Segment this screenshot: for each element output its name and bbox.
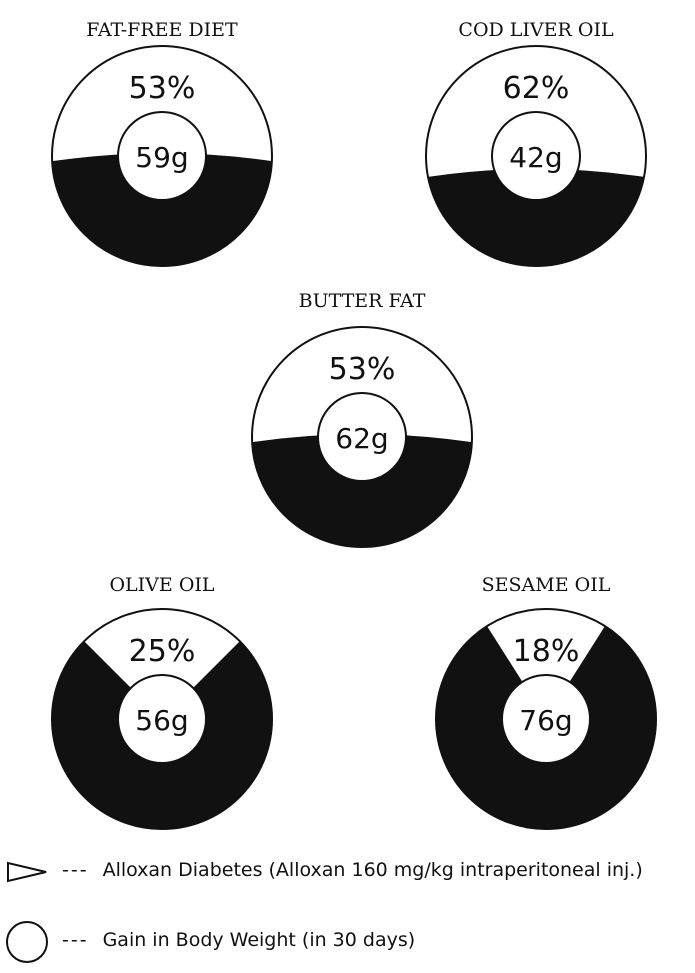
center-weight-label: 76g	[519, 704, 572, 737]
center-circle	[501, 674, 591, 764]
wedge-legend-icon	[7, 861, 47, 883]
charts-group: FAT-FREE DIET 53% 59g COD LIVER OIL 62% 42g BU…	[51, 19, 657, 830]
legend-dashes: ---	[62, 859, 89, 881]
chart-title: SESAME OIL	[482, 574, 611, 596]
outer-circle-outline	[51, 45, 273, 267]
chart-title: OLIVE OIL	[109, 574, 214, 596]
pie-chart: BUTTER FAT 53% 62g	[251, 290, 473, 548]
legend-dashes: ---	[62, 929, 89, 951]
percent-label: 62%	[503, 71, 570, 106]
legend-weight-text: Gain in Body Weight (in 30 days)	[102, 929, 416, 951]
outer-circle-outline	[251, 326, 473, 548]
center-weight-label: 59g	[135, 141, 188, 174]
center-weight-label: 42g	[509, 141, 562, 174]
legend-weight-row: --- Gain in Body Weight (in 30 days)	[52, 929, 415, 951]
legend-diabetes-row: --- Alloxan Diabetes (Alloxan 160 mg/kg …	[52, 859, 643, 881]
center-circle	[491, 111, 581, 201]
pie-slice-dark	[252, 434, 472, 548]
pie-slice-dark	[52, 153, 272, 267]
chart-title: FAT-FREE DIET	[86, 19, 238, 41]
outer-circle-outline	[435, 608, 657, 830]
percent-label: 53%	[329, 352, 396, 387]
pie-chart: FAT-FREE DIET 53% 59g	[51, 19, 273, 267]
legend-diabetes-text: Alloxan Diabetes (Alloxan 160 mg/kg intr…	[102, 859, 643, 881]
outer-circle-outline	[51, 608, 273, 830]
pie-chart: COD LIVER OIL 62% 42g	[425, 19, 647, 267]
center-circle	[117, 111, 207, 201]
pie-chart: OLIVE OIL 25% 56g	[51, 574, 273, 830]
outer-circle-outline	[425, 45, 647, 267]
center-weight-label: 62g	[335, 422, 388, 455]
chart-title: BUTTER FAT	[299, 290, 426, 312]
circle-legend-icon	[6, 921, 48, 963]
percent-label: 53%	[129, 71, 196, 106]
center-circle	[317, 392, 407, 482]
center-weight-label: 56g	[135, 704, 188, 737]
center-circle	[117, 674, 207, 764]
percent-label: 18%	[513, 634, 580, 669]
pie-chart: SESAME OIL 18% 76g	[435, 574, 657, 830]
percent-label: 25%	[129, 634, 196, 669]
chart-title: COD LIVER OIL	[458, 19, 614, 41]
pie-slice-dark	[427, 168, 645, 267]
